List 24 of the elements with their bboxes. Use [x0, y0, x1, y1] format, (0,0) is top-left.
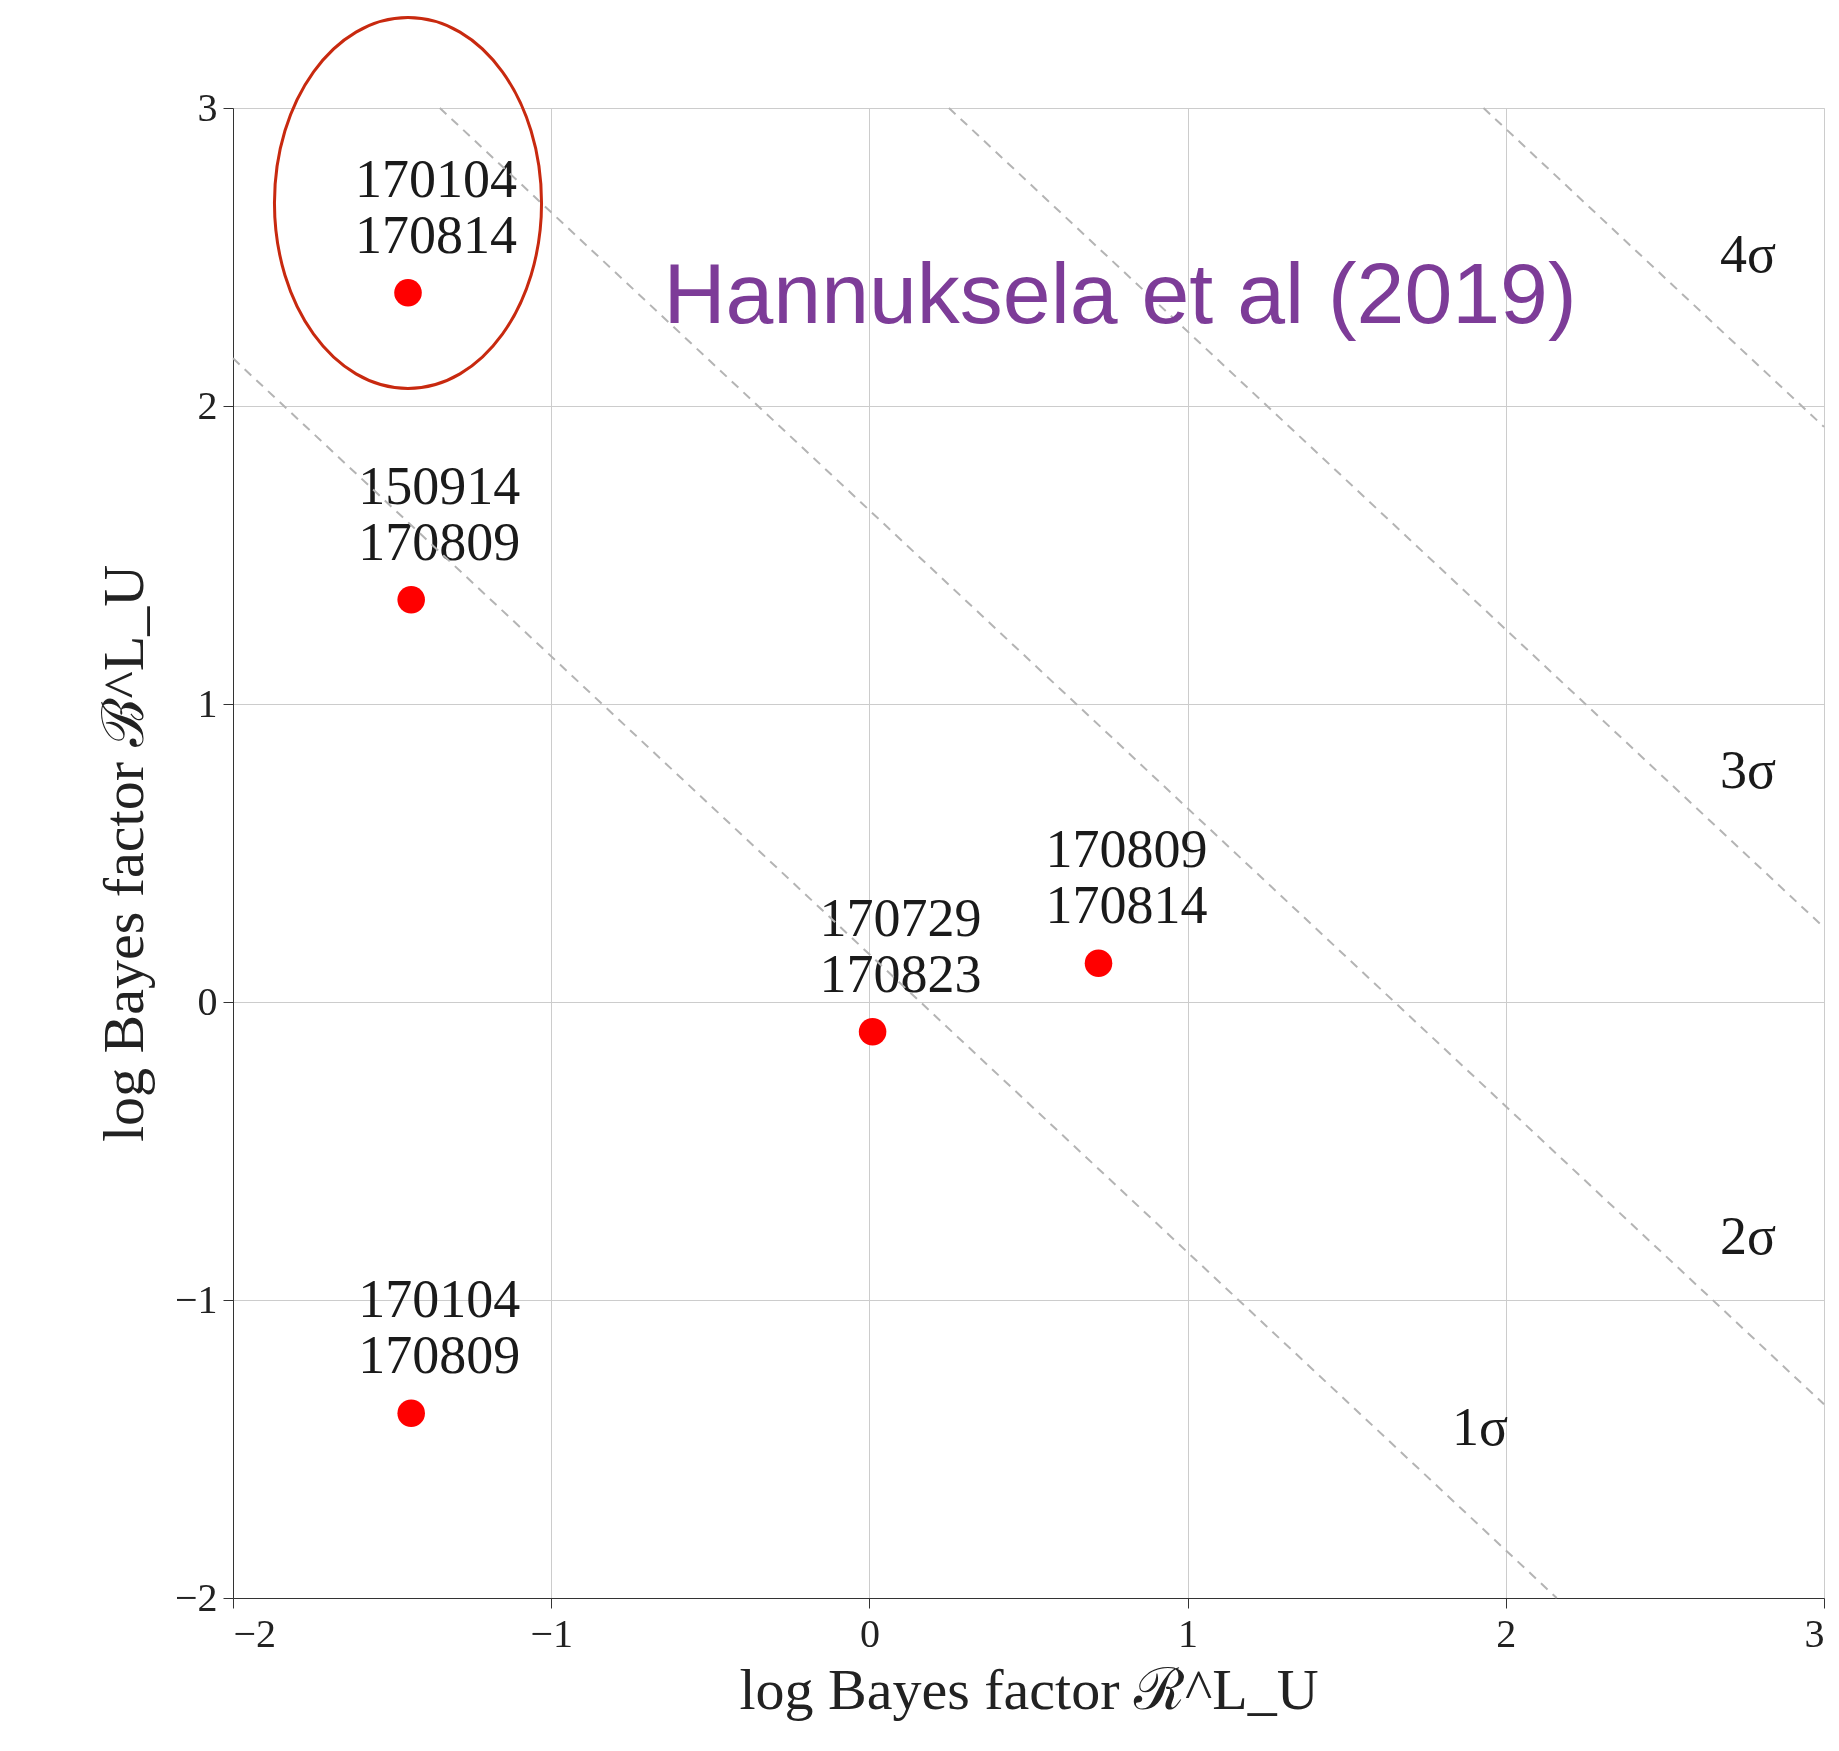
annotation: 1σ	[1451, 1397, 1509, 1457]
data-label: 170104 170809	[358, 1269, 521, 1386]
y-tick-label: 1	[197, 680, 218, 726]
y-tick-label: 3	[197, 84, 218, 130]
data-label: 170809 170814	[1045, 819, 1208, 936]
data-label: 170104 170814	[355, 148, 518, 265]
y-tick-label: −1	[174, 1276, 218, 1322]
data-label: 170729 170823	[819, 887, 982, 1004]
data-label: 150914 170809	[358, 455, 521, 572]
x-tick-label: 0	[859, 1610, 880, 1656]
annotation: Hannuksela et al (2019)	[663, 245, 1577, 341]
x-axis-title: log Bayes factor ℛ^L_U	[739, 1656, 1319, 1722]
x-tick-label: 3	[1804, 1610, 1825, 1656]
x-tick-label: 2	[1496, 1610, 1517, 1656]
x-tick-label: −1	[530, 1610, 573, 1656]
y-tick-label: 0	[197, 978, 218, 1024]
annotation: 3σ	[1719, 740, 1777, 800]
y-tick-label: −2	[174, 1574, 218, 1620]
y-axis-title: log Bayes factor ℬ^L_U	[90, 564, 156, 1143]
y-tick-label: 2	[197, 382, 218, 428]
annotation: 4σ	[1719, 224, 1777, 284]
x-tick-label: 1	[1178, 1610, 1199, 1656]
x-tick-label: −2	[233, 1610, 277, 1656]
annotation: 2σ	[1719, 1206, 1777, 1266]
